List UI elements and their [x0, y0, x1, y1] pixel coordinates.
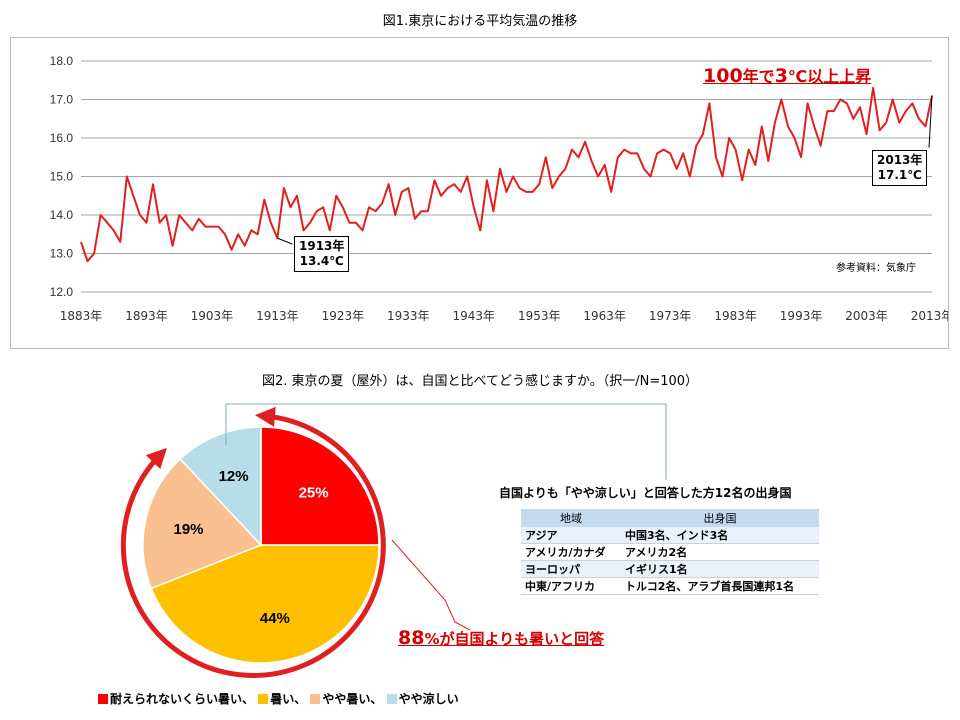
y-tick-label: 15.0 — [50, 170, 74, 184]
pie-data-label: 19% — [173, 521, 203, 538]
x-tick-label: 1973年 — [649, 309, 692, 323]
legend-swatch — [310, 694, 321, 704]
y-tick-label: 17.0 — [50, 93, 74, 107]
pie-legend: 耐えられないくらい暑い、 暑い、 やや暑い、 やや涼しい — [98, 690, 459, 707]
x-tick-label: 1913年 — [256, 309, 299, 323]
x-tick-label: 1943年 — [452, 309, 495, 323]
legend-label: 耐えられないくらい暑い、 — [110, 692, 255, 706]
x-tick-label: 2003年 — [845, 309, 888, 323]
rise-annotation: 100年で3℃以上上昇 — [703, 63, 871, 87]
chart1-source: 参考資料：気象庁 — [836, 263, 916, 274]
callout-2013-year: 2013年 — [877, 153, 923, 167]
connector-line-hot — [391, 539, 471, 631]
pie-chart: 25% 44% 19% 12% — [120, 403, 667, 678]
pie-data-label: 44% — [260, 610, 290, 627]
temperature-chart: 12.0 13.0 14.0 15.0 16.0 17.0 18.0 1883年 1893年 19… — [10, 37, 949, 349]
x-tick-label: 1993年 — [780, 309, 823, 323]
table-cell: イギリス1名 — [621, 560, 819, 578]
pie-slice — [260, 426, 380, 546]
legend-swatch — [98, 694, 108, 704]
x-tick-label: 1923年 — [322, 309, 365, 323]
chart1-title: 図1.東京における平均気温の推移 — [382, 14, 578, 29]
temperature-series-line — [80, 86, 933, 263]
rise-years-unit: 年で — [742, 67, 775, 86]
callout-1913-year: 1913年 — [299, 239, 345, 253]
chart2-title: 図2. 東京の夏（屋外）は、自国と比べてどう感じますか。（択一/N=100） — [261, 374, 699, 389]
x-tick-label: 1933年 — [387, 309, 430, 323]
pie-labels: 25% 44% 19% 12% — [173, 468, 328, 627]
pie-slices — [142, 426, 380, 664]
legend-label: やや涼しい — [398, 692, 459, 706]
y-tick-label: 13.0 — [50, 247, 74, 261]
table-header: 出身国 — [621, 509, 819, 527]
x-tick-label: 1953年 — [518, 309, 561, 323]
hot-text: %が自国よりも暑いと回答 — [424, 630, 605, 648]
outer-arrow-arc — [120, 406, 386, 678]
x-tick-label: 1983年 — [714, 309, 757, 323]
table-header: 地域 — [521, 509, 621, 527]
callout-1913-value: 13.4℃ — [299, 254, 344, 268]
y-tick-label: 12.0 — [50, 285, 74, 299]
callout-2013-value: 17.1℃ — [877, 168, 922, 182]
hot-percent: 88 — [398, 627, 425, 649]
x-tick-label: 1893年 — [125, 309, 168, 323]
callout-1913: 1913年 13.4℃ — [294, 236, 350, 272]
callout-2013: 2013年 17.1℃ — [872, 150, 928, 186]
table-cell: アメリカ2名 — [621, 543, 819, 561]
origin-table-title: 自国よりも「やや涼しい」と回答した方12名の出身国 — [499, 486, 792, 500]
table-header-row: 地域 出身国 — [521, 509, 819, 527]
y-tick-label: 18.0 — [50, 54, 74, 68]
table-cell: 中国3名、インド3名 — [621, 527, 819, 544]
legend-item: 暑い、 — [258, 692, 306, 706]
table-cell: アメリカ/カナダ — [521, 543, 621, 561]
table-row: ヨーロッパ イギリス1名 — [521, 560, 819, 578]
table-cell: トルコ2名、アラブ首長国連邦1名 — [621, 577, 819, 595]
rise-years: 100 — [703, 65, 743, 87]
legend-swatch — [386, 694, 397, 704]
y-tick-label: 14.0 — [50, 208, 74, 222]
hot-annotation: 88%が自国よりも暑いと回答 — [398, 627, 604, 649]
pie-data-label: 25% — [299, 484, 329, 501]
table-cell: 中東/アフリカ — [521, 577, 621, 595]
legend-item: 耐えられないくらい暑い、 — [98, 692, 254, 706]
table-cell: アジア — [521, 527, 621, 544]
table-row: 中東/アフリカ トルコ2名、アラブ首長国連邦1名 — [521, 577, 819, 595]
legend-item: やや涼しい — [386, 692, 459, 706]
connector-line-cool — [225, 403, 667, 480]
legend-label: やや暑い、 — [322, 692, 383, 706]
x-tick-label: 2013年 — [911, 309, 948, 323]
legend-item: やや暑い、 — [310, 692, 382, 706]
table-row: アジア 中国3名、インド3名 — [521, 527, 819, 544]
rise-degrees: 3 — [774, 65, 788, 87]
x-tick-label: 1963年 — [583, 309, 626, 323]
callout-1913-leader — [277, 237, 293, 245]
legend-swatch — [258, 694, 269, 704]
callout-2013-leader — [928, 95, 933, 148]
table-cell: ヨーロッパ — [521, 560, 621, 578]
legend-label: 暑い、 — [270, 692, 307, 706]
table-row: アメリカ/カナダ アメリカ2名 — [521, 543, 819, 561]
y-tick-label: 16.0 — [50, 131, 74, 145]
pie-data-label: 12% — [219, 468, 249, 485]
x-tick-label: 1903年 — [191, 309, 234, 323]
x-tick-label: 1883年 — [60, 309, 103, 323]
origin-table: 地域 出身国 アジア 中国3名、インド3名 アメリカ/カナダ アメリカ2名 ヨー… — [521, 509, 819, 595]
rise-degrees-text: ℃以上上昇 — [787, 67, 872, 86]
pie-slice — [150, 544, 380, 664]
temperature-line-chart: 12.0 13.0 14.0 15.0 16.0 17.0 18.0 1883年 1893年 19… — [50, 54, 948, 323]
